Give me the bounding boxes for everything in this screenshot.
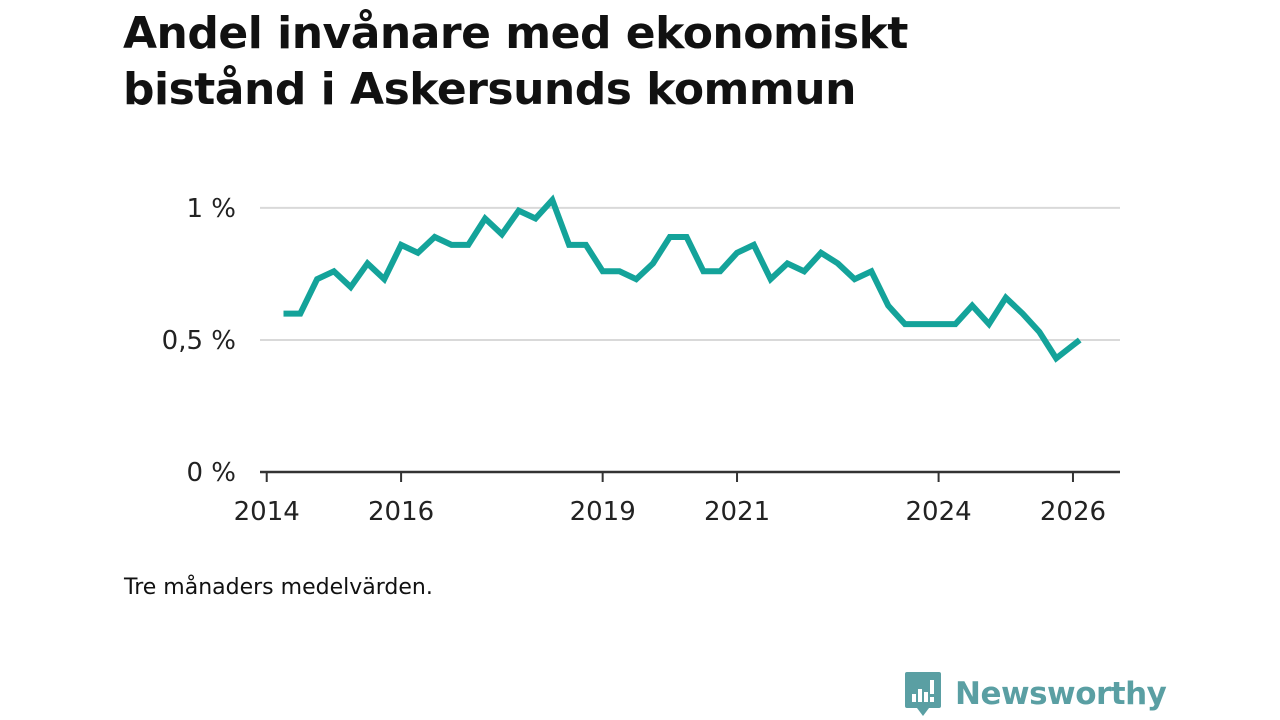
y-tick-labels: 0 % 0,5 % 1 % xyxy=(162,194,236,488)
series-layer xyxy=(283,194,1082,363)
chart-title: Andel invånare med ekonomiskt bistånd i … xyxy=(123,8,908,115)
x-tick-labels: 2014 2016 2019 2021 2024 2026 xyxy=(234,497,1106,527)
y-tick-label: 0,5 % xyxy=(162,326,236,356)
x-tick-label: 2019 xyxy=(570,497,636,527)
gridlines xyxy=(260,206,1120,341)
x-axis xyxy=(260,470,1120,482)
brand-name: Newsworthy xyxy=(955,676,1167,712)
x-tick-label: 2014 xyxy=(234,497,300,527)
x-tick-label: 2021 xyxy=(704,497,770,527)
x-tick-label: 2026 xyxy=(1040,497,1106,527)
footnote: Tre månaders medelvärden. xyxy=(124,575,433,600)
y-tick-label: 0 % xyxy=(186,458,236,488)
line-chart: 0 % 0,5 % 1 % 2014 2016 2019 2021 2024 2026 xyxy=(162,194,1120,527)
brand-logo[interactable]: Newsworthy xyxy=(903,670,1167,718)
x-tick-label: 2016 xyxy=(368,497,434,527)
series-line xyxy=(283,194,1082,363)
y-tick-label: 1 % xyxy=(186,194,236,224)
x-tick-label: 2024 xyxy=(906,497,972,527)
bar-chart-speech-bubble-icon xyxy=(905,672,941,716)
